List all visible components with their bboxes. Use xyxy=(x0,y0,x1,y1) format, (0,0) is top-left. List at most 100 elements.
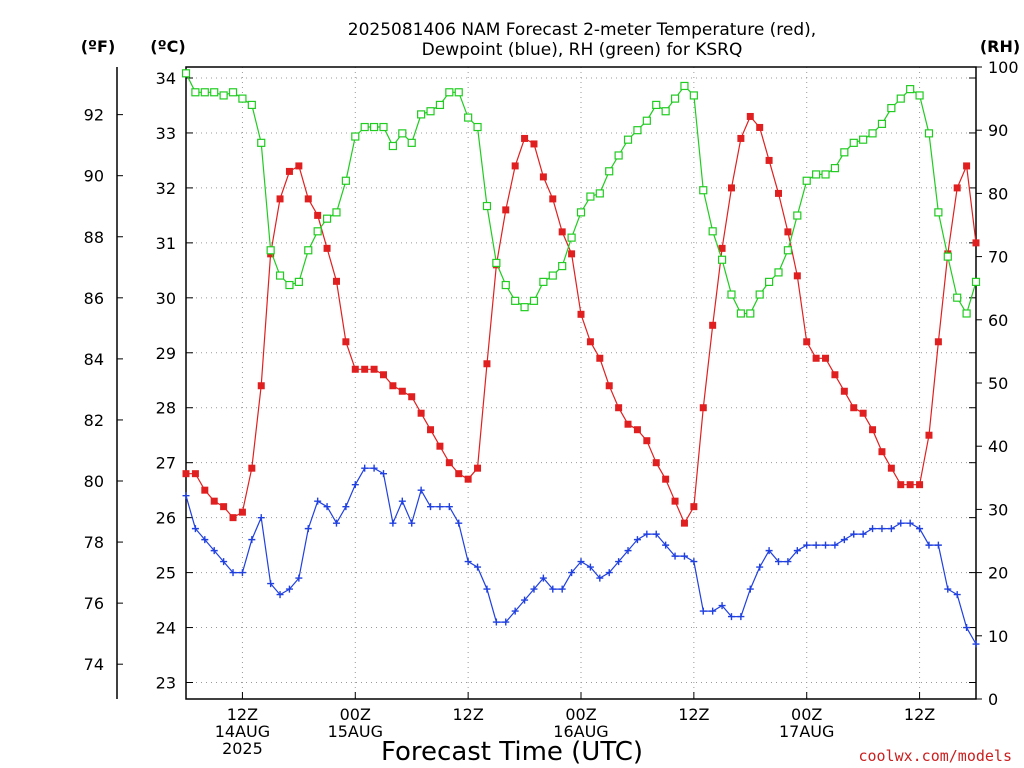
dewpoint-point xyxy=(201,536,209,544)
temperature-point xyxy=(709,321,717,329)
dewpoint-point xyxy=(765,547,773,555)
dewpoint-point xyxy=(332,519,340,527)
dewpoint-point xyxy=(530,585,538,593)
rh-tick-label: 90 xyxy=(988,121,1008,140)
rh-point xyxy=(285,280,294,290)
dewpoint-point xyxy=(370,464,378,472)
rh-point xyxy=(313,227,322,236)
fahrenheit-tick-label: 86 xyxy=(84,289,104,308)
rh-point xyxy=(962,309,971,318)
rh-point xyxy=(802,176,811,185)
celsius-tick-label: 30 xyxy=(156,289,176,308)
temperature-point xyxy=(671,497,679,505)
dewpoint-point xyxy=(812,541,820,549)
celsius-tick-label: 24 xyxy=(156,619,176,638)
dewpoint-point xyxy=(549,585,557,593)
dewpoint-point xyxy=(784,558,792,566)
time-tick-label: 12Z xyxy=(227,705,258,724)
temperature-point xyxy=(370,365,378,373)
temperature-point xyxy=(427,426,435,434)
rh-tick-label: 100 xyxy=(988,58,1019,77)
dewpoint-point xyxy=(803,541,811,549)
tick-labels: 23 24 25 26 27 28 29 30 31 32 33 34 74 76 78 80 82 84 86 88… xyxy=(84,58,1019,758)
rh-point xyxy=(501,280,510,290)
time-tick-label: 00Z xyxy=(340,705,371,724)
dewpoint-point xyxy=(869,525,877,533)
dewpoint-point xyxy=(690,558,698,566)
rh-point xyxy=(840,148,849,157)
temperature-point xyxy=(878,448,886,456)
time-tick-label: 14AUG xyxy=(215,722,270,741)
dewpoint-point xyxy=(436,503,444,511)
rh-point xyxy=(407,138,416,147)
temperature-point xyxy=(464,475,472,483)
data-series xyxy=(181,69,981,648)
temperature-point xyxy=(568,250,576,258)
temperature-point xyxy=(295,162,303,170)
fahrenheit-tick-label: 84 xyxy=(84,350,104,369)
rh-point xyxy=(906,85,915,94)
temperature-point xyxy=(455,470,463,478)
temperature-point xyxy=(756,123,764,131)
temperature-point xyxy=(445,459,453,467)
rh-point xyxy=(934,208,943,217)
temperature-point xyxy=(389,382,397,390)
rh-point xyxy=(511,296,520,305)
temperature-point xyxy=(690,503,698,511)
temperature-point xyxy=(784,228,792,236)
dewpoint-point xyxy=(511,607,519,615)
series-temperature xyxy=(182,112,980,527)
temperature-point xyxy=(624,420,632,428)
rh-point xyxy=(548,271,557,280)
rh-point xyxy=(322,214,332,223)
temperature-point xyxy=(963,162,971,170)
temperature-point xyxy=(408,393,416,401)
dewpoint-point xyxy=(285,585,293,593)
dewpoint-point xyxy=(502,618,510,626)
rh-tick-label: 40 xyxy=(988,437,1008,456)
temperature-point xyxy=(182,470,190,478)
temperature-point xyxy=(238,508,246,516)
celsius-tick-label: 26 xyxy=(156,509,176,528)
rh-point xyxy=(210,88,219,97)
temperature-point xyxy=(850,404,858,412)
dewpoint-point xyxy=(267,580,275,588)
rh-point xyxy=(417,110,426,119)
dewpoint-point xyxy=(756,563,764,571)
chart-title-line-2: Dewpoint (blue), RH (green) for KSRQ xyxy=(422,40,743,60)
rh-point xyxy=(238,94,247,103)
fahrenheit-axis-unit: (ºF) xyxy=(81,37,116,56)
dewpoint-point xyxy=(389,519,397,527)
temperature-point xyxy=(803,338,811,346)
celsius-tick-label: 23 xyxy=(156,674,176,693)
dewpoint-point xyxy=(492,618,500,626)
rh-point xyxy=(793,211,802,220)
rh-point xyxy=(755,290,764,299)
dewpoint-point xyxy=(351,481,359,489)
rh-point xyxy=(454,88,463,97)
rh-point xyxy=(812,170,821,179)
temperature-point xyxy=(840,387,848,395)
dewpoint-point xyxy=(615,558,623,566)
dewpoint-point xyxy=(822,541,830,549)
gridlines xyxy=(186,67,976,699)
rh-tick-label: 20 xyxy=(988,564,1008,583)
dewpoint-point xyxy=(897,519,905,527)
time-tick-label: 00Z xyxy=(565,705,596,724)
temperature-point xyxy=(521,134,529,142)
rh-point xyxy=(595,189,604,198)
dewpoint-point xyxy=(314,497,322,505)
chart-title-line-1: 2025081406 NAM Forecast 2-meter Temperat… xyxy=(348,20,816,40)
dewpoint-point xyxy=(916,525,924,533)
temperature-point xyxy=(351,365,359,373)
time-tick-label: 17AUG xyxy=(779,722,834,741)
dewpoint-point xyxy=(210,547,218,555)
rh-point xyxy=(247,100,256,110)
dewpoint-point xyxy=(417,486,425,494)
time-tick-label: 2025 xyxy=(222,739,263,758)
dewpoint-point xyxy=(944,585,952,593)
rh-point xyxy=(708,227,717,236)
temperature-point xyxy=(887,464,895,472)
time-tick-label: 12Z xyxy=(678,705,709,724)
temperature-point xyxy=(530,140,538,148)
